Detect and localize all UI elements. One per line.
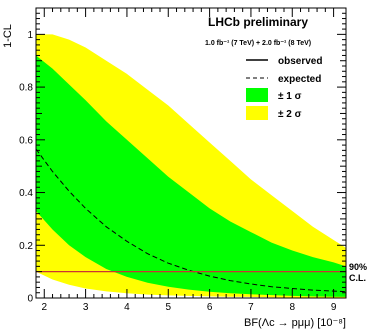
x-tick-label: 4 <box>124 302 130 313</box>
lines-layer <box>35 148 347 293</box>
y-axis-label: 1-CL <box>2 24 14 48</box>
x-tick-label: 9 <box>331 302 337 313</box>
x-tick-label: 6 <box>207 302 213 313</box>
legend-expected-label: expected <box>278 74 321 85</box>
y-tick-label: 0.4 <box>19 188 33 199</box>
y-tick-label: 0.6 <box>19 135 33 146</box>
y-tick-label: 0.8 <box>19 83 33 94</box>
x-axis-label: BF(Λc → pμμ) [10⁻⁸] <box>244 317 346 329</box>
threshold-label-line2: C.L. <box>349 273 366 283</box>
threshold-label-line1: 90% <box>349 262 367 272</box>
legend-subtitle: 1.0 fb⁻¹ (7 TeV) + 2.0 fb⁻¹ (8 TeV) <box>205 40 311 47</box>
x-tick-label: 7 <box>248 302 254 313</box>
x-tick-label: 8 <box>289 302 295 313</box>
legend-band1-label: ± 1 σ <box>278 91 302 102</box>
legend-band2-swatch <box>246 106 268 120</box>
legend-observed-label: observed <box>278 56 322 67</box>
legend-title: LHCb preliminary <box>208 15 308 29</box>
x-tick-label: 3 <box>83 302 89 313</box>
x-tick-label: 5 <box>165 302 171 313</box>
y-tick-label: 1 <box>27 30 33 41</box>
y-tick-label: 0 <box>27 294 33 305</box>
legend: LHCb preliminary 1.0 fb⁻¹ (7 TeV) + 2.0 … <box>205 15 322 120</box>
legend-band1-swatch <box>246 88 268 102</box>
y-tick-label: 0.2 <box>19 241 33 252</box>
plot-frame <box>35 7 347 299</box>
band-1sigma <box>36 55 346 297</box>
ticks-layer: 2 3 4 5 6 7 8 9 0 0.2 0.4 0.6 0.8 1 <box>19 7 346 313</box>
legend-band2-label: ± 2 σ <box>278 109 302 120</box>
x-tick-label: 2 <box>41 302 47 313</box>
